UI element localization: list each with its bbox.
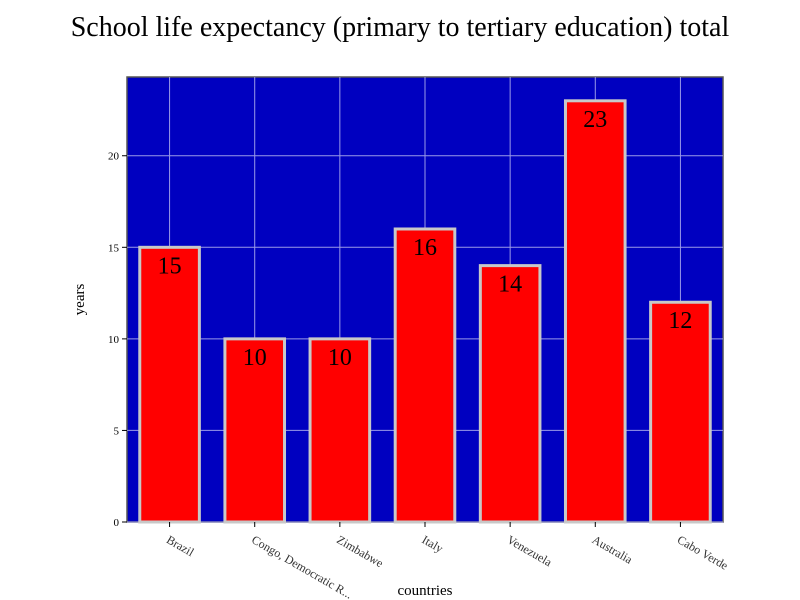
x-tick-label-6: Cabo Verde [675, 532, 731, 572]
y-tick-label-4: 20 [108, 151, 120, 163]
bar-0 [138, 245, 201, 524]
x-tick-label-2: Zimbabwe [334, 532, 385, 570]
bar-value-label-6: 12 [668, 308, 692, 334]
bar-1 [223, 337, 287, 524]
bar-value-label-0: 15 [158, 253, 182, 279]
x-tick-label-5: Australia [590, 532, 636, 566]
bars [138, 99, 712, 524]
y-tick-label-1: 5 [114, 425, 120, 437]
data-labels: 15 10 10 16 14 23 12 [158, 107, 693, 371]
bar-value-label-2: 10 [328, 345, 352, 371]
y-axis-title: years [72, 284, 88, 316]
y-tick-label-2: 10 [108, 334, 120, 346]
bar-value-label-3: 16 [413, 235, 437, 261]
bar-5 [563, 99, 627, 524]
x-tick-label-4: Venezuela [505, 532, 555, 569]
bar-3 [393, 227, 457, 524]
x-axis-title: countries [398, 583, 453, 599]
bar-value-label-1: 10 [243, 345, 267, 371]
bar-value-label-5: 23 [583, 107, 607, 133]
y-tick-label-0: 0 [114, 517, 120, 529]
bar-6 [649, 300, 712, 524]
y-axis: 0 5 10 15 20 [108, 151, 127, 529]
x-tick-label-0: Brazil [164, 532, 197, 559]
y-tick-label-3: 15 [108, 242, 120, 254]
bar-value-label-4: 14 [498, 272, 522, 298]
bar-2 [308, 337, 372, 524]
chart-title: School life expectancy (primary to terti… [70, 12, 730, 43]
x-tick-label-3: Italy [420, 532, 446, 555]
bar-4 [478, 264, 542, 524]
